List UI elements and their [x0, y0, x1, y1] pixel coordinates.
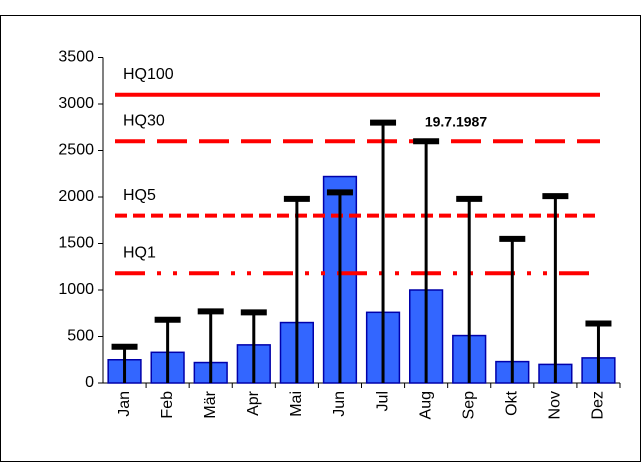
- y-tick-label: 1500: [58, 235, 94, 252]
- x-tick-label: Okt: [504, 390, 521, 415]
- y-tick-label: 2500: [58, 142, 94, 159]
- frame: [0, 15, 641, 462]
- x-tick-label: Jul: [374, 391, 391, 411]
- x-tick-label: Mai: [288, 391, 305, 417]
- x-tick-label: Jan: [116, 391, 133, 417]
- x-tick-label: Sep: [460, 391, 477, 420]
- x-tick-label: Aug: [417, 391, 434, 419]
- threshold-label: HQ30: [123, 112, 165, 129]
- threshold-label: HQ5: [123, 187, 156, 204]
- x-tick-label: Jun: [331, 391, 348, 417]
- x-tick-label: Nov: [547, 391, 564, 419]
- y-tick-label: 3000: [58, 95, 94, 112]
- threshold-label: HQ100: [123, 66, 174, 83]
- y-tick-label: 1000: [58, 281, 94, 298]
- y-tick-label: 3500: [58, 49, 94, 66]
- y-tick-label: 0: [85, 374, 94, 391]
- threshold-label: HQ1: [123, 244, 156, 261]
- y-tick-label: 2000: [58, 188, 94, 205]
- annotation: 19.7.1987: [425, 114, 487, 130]
- x-tick-label: Dez: [590, 391, 607, 419]
- x-tick-label: Feb: [159, 391, 176, 419]
- y-tick-label: 500: [67, 328, 94, 345]
- x-tick-label: Mär: [202, 390, 219, 418]
- x-tick-label: Apr: [245, 390, 262, 416]
